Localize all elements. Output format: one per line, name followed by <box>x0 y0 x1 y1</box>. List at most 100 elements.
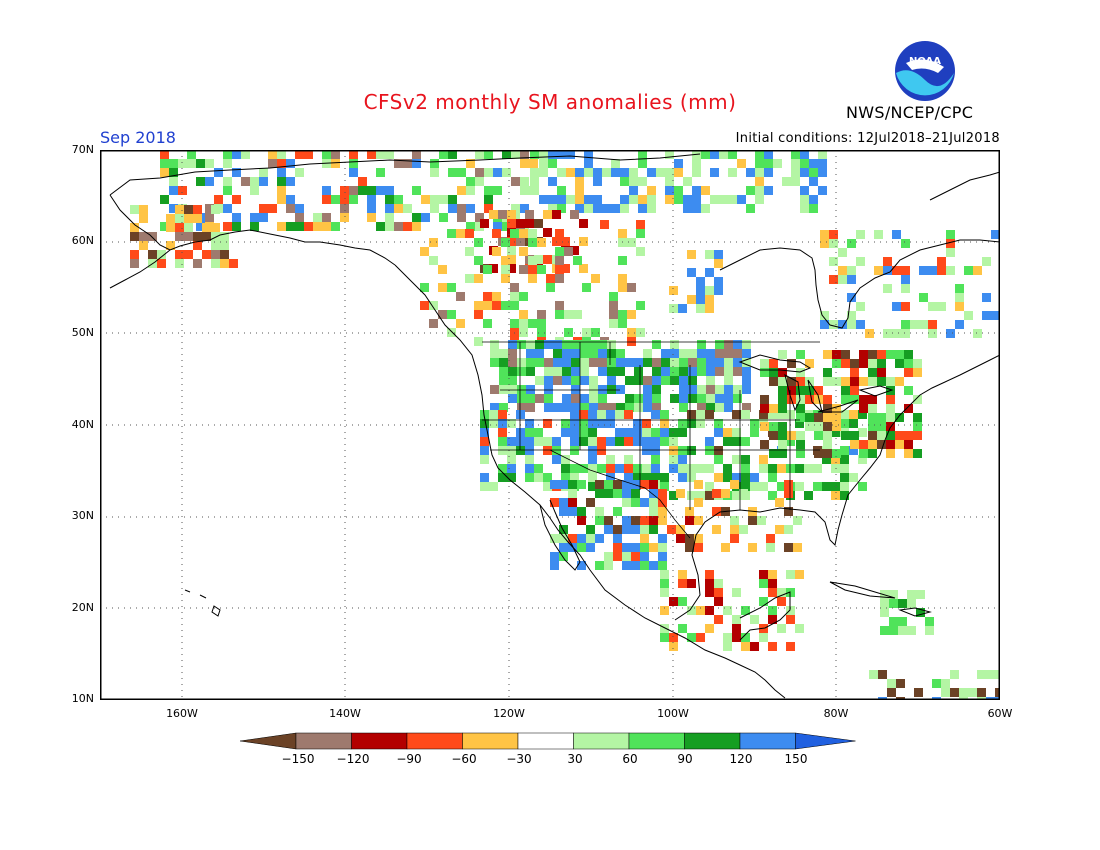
anomaly-cell <box>223 150 232 159</box>
anomaly-cell <box>184 223 193 232</box>
anomaly-cell <box>250 222 259 231</box>
anomaly-cell <box>823 368 832 377</box>
anomaly-cell <box>750 482 759 491</box>
anomaly-cell <box>759 597 768 606</box>
anomaly-cell <box>809 159 818 168</box>
anomaly-cell <box>489 482 498 491</box>
anomaly-cell <box>724 358 733 367</box>
anomaly-cell <box>175 214 184 223</box>
anomaly-cell <box>501 238 510 247</box>
anomaly-cell <box>634 358 643 367</box>
anomaly-cell <box>519 265 528 274</box>
anomaly-cell <box>706 358 715 367</box>
anomaly-cell <box>696 277 705 286</box>
anomaly-cell <box>553 367 562 376</box>
anomaly-cell <box>498 428 507 437</box>
anomaly-cell <box>838 248 847 257</box>
anomaly-cell <box>367 195 376 204</box>
anomaly-cell <box>570 419 579 428</box>
anomaly-cell <box>220 241 229 250</box>
anomaly-cell <box>678 428 687 437</box>
anomaly-cell <box>429 319 438 328</box>
anomaly-cell <box>697 367 706 376</box>
anomaly-cell <box>705 410 714 419</box>
anomaly-cell <box>769 431 778 440</box>
anomaly-cell <box>475 168 484 177</box>
anomaly-cell <box>669 597 678 606</box>
anomaly-cell <box>550 561 559 570</box>
anomaly-cell <box>543 437 552 446</box>
anomaly-cell <box>685 516 694 525</box>
anomaly-cell <box>769 449 778 458</box>
anomaly-cell <box>597 410 606 419</box>
anomaly-cell <box>349 168 358 177</box>
anomaly-cell <box>588 482 597 491</box>
anomaly-cell <box>597 446 606 455</box>
anomaly-cell <box>588 464 597 473</box>
anomaly-cell <box>205 213 214 222</box>
anomaly-cell <box>566 168 575 177</box>
anomaly-cell <box>385 195 394 204</box>
anomaly-cell <box>483 265 492 274</box>
anomaly-cell <box>622 552 631 561</box>
anomaly-cell <box>613 543 622 552</box>
anomaly-cell <box>914 688 923 697</box>
anomaly-cell <box>823 395 832 404</box>
anomaly-cell <box>795 419 804 428</box>
anomaly-cell <box>688 358 697 367</box>
anomaly-cell <box>887 679 896 688</box>
anomaly-cell <box>850 395 859 404</box>
anomaly-cell <box>508 376 517 385</box>
anomaly-cell <box>868 395 877 404</box>
anomaly-cell <box>841 350 850 359</box>
anomaly-cell <box>537 310 546 319</box>
anomaly-cell <box>553 376 562 385</box>
anomaly-cell <box>548 204 557 213</box>
anomaly-cell <box>941 688 950 697</box>
anomaly-cell <box>534 255 543 264</box>
anomaly-cell <box>778 449 787 458</box>
anomaly-cell <box>687 633 696 642</box>
anomaly-cell <box>508 394 517 403</box>
anomaly-cell <box>566 150 575 159</box>
anomaly-cell <box>694 534 703 543</box>
anomaly-cell <box>295 168 304 177</box>
anomaly-cell <box>169 168 178 177</box>
anomaly-cell <box>631 561 640 570</box>
anomaly-cell <box>678 579 687 588</box>
anomaly-cell <box>742 358 751 367</box>
anomaly-cell <box>714 473 723 482</box>
colorbar-label: 120 <box>729 752 753 766</box>
anomaly-cell <box>995 688 1000 697</box>
anomaly-cell <box>714 615 723 624</box>
anomaly-cell <box>741 482 750 491</box>
anomaly-cell <box>510 229 519 238</box>
anomaly-cell <box>516 437 525 446</box>
anomaly-cell <box>786 464 795 473</box>
anomaly-cell <box>901 329 910 338</box>
anomaly-cell <box>448 150 457 159</box>
anomaly-cell <box>588 428 597 437</box>
anomaly-cell <box>304 150 313 159</box>
anomaly-cell <box>534 219 543 228</box>
anomaly-cell <box>814 395 823 404</box>
anomaly-cell <box>205 204 214 213</box>
anomaly-cell <box>508 367 517 376</box>
anomaly-cell <box>877 413 886 422</box>
anomaly-cell <box>429 301 438 310</box>
anomaly-cell <box>607 367 616 376</box>
anomaly-cell <box>385 204 394 213</box>
anomaly-cell <box>786 615 795 624</box>
anomaly-cell <box>358 177 367 186</box>
anomaly-cell <box>728 195 737 204</box>
anomaly-cell <box>964 266 973 275</box>
anomaly-cell <box>580 340 589 349</box>
anomaly-cell <box>475 222 484 231</box>
anomaly-cell <box>543 419 552 428</box>
anomaly-cell <box>859 440 868 449</box>
anomaly-cell <box>561 237 570 246</box>
anomaly-cell <box>647 204 656 213</box>
anomaly-cell <box>160 195 169 204</box>
anomaly-cell <box>732 410 741 419</box>
anomaly-cell <box>968 688 977 697</box>
